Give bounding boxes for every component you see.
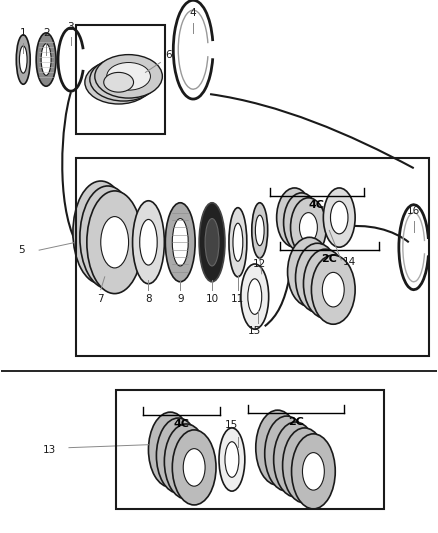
Ellipse shape [303, 453, 324, 490]
Ellipse shape [156, 418, 200, 493]
Ellipse shape [19, 46, 27, 73]
Ellipse shape [307, 261, 328, 295]
Ellipse shape [277, 188, 312, 247]
Ellipse shape [165, 203, 195, 282]
Ellipse shape [36, 33, 56, 86]
Ellipse shape [241, 264, 268, 329]
Ellipse shape [95, 54, 162, 98]
Ellipse shape [311, 255, 355, 324]
Ellipse shape [175, 443, 197, 480]
Ellipse shape [104, 72, 134, 92]
Text: 8: 8 [145, 294, 152, 304]
Ellipse shape [285, 441, 307, 478]
Ellipse shape [199, 203, 225, 282]
Text: 2C: 2C [288, 417, 304, 427]
Text: 13: 13 [42, 445, 56, 455]
Text: 15: 15 [225, 420, 239, 430]
Ellipse shape [293, 447, 315, 484]
Ellipse shape [102, 66, 145, 93]
Ellipse shape [16, 35, 30, 84]
Text: 7: 7 [97, 294, 104, 304]
Ellipse shape [293, 208, 311, 237]
Text: 2C: 2C [321, 254, 337, 264]
Ellipse shape [288, 237, 331, 306]
Text: 10: 10 [205, 294, 219, 304]
Text: 15: 15 [248, 326, 261, 336]
Ellipse shape [283, 428, 326, 503]
Ellipse shape [90, 58, 157, 101]
Ellipse shape [41, 44, 51, 75]
Bar [116, 390, 384, 509]
Ellipse shape [94, 212, 122, 263]
Ellipse shape [73, 181, 129, 284]
Ellipse shape [172, 219, 188, 266]
Ellipse shape [164, 424, 208, 499]
Ellipse shape [87, 191, 142, 294]
Ellipse shape [331, 201, 348, 234]
Ellipse shape [248, 279, 262, 314]
Ellipse shape [80, 186, 135, 289]
Ellipse shape [274, 422, 318, 497]
Ellipse shape [97, 68, 141, 96]
Ellipse shape [219, 428, 245, 491]
Ellipse shape [323, 188, 355, 247]
Ellipse shape [267, 429, 289, 466]
Text: 3: 3 [67, 22, 74, 32]
Text: 1: 1 [20, 28, 27, 38]
Text: 16: 16 [407, 206, 420, 216]
Ellipse shape [296, 243, 339, 312]
Ellipse shape [304, 249, 347, 318]
Text: 4C: 4C [309, 200, 325, 210]
Ellipse shape [205, 219, 219, 266]
Ellipse shape [233, 223, 243, 261]
Ellipse shape [255, 215, 264, 246]
Ellipse shape [183, 449, 205, 486]
Text: 14: 14 [343, 257, 356, 267]
Text: 11: 11 [231, 294, 244, 304]
Ellipse shape [229, 208, 247, 277]
Ellipse shape [167, 437, 189, 474]
Ellipse shape [85, 61, 152, 104]
Ellipse shape [286, 203, 304, 232]
Ellipse shape [252, 203, 268, 258]
Ellipse shape [172, 430, 216, 505]
Ellipse shape [298, 255, 320, 289]
Ellipse shape [133, 201, 164, 284]
Bar [76, 25, 165, 134]
Ellipse shape [140, 220, 157, 265]
Ellipse shape [148, 412, 192, 487]
Ellipse shape [107, 62, 150, 90]
Ellipse shape [276, 435, 297, 472]
Ellipse shape [159, 431, 181, 469]
Ellipse shape [101, 216, 129, 268]
Ellipse shape [87, 207, 115, 258]
Ellipse shape [292, 434, 335, 509]
Ellipse shape [290, 198, 326, 257]
Ellipse shape [265, 416, 308, 491]
Text: 2: 2 [43, 28, 49, 38]
Ellipse shape [283, 193, 319, 252]
Text: 12: 12 [253, 259, 266, 269]
Text: 4C: 4C [174, 419, 190, 429]
Ellipse shape [225, 442, 239, 477]
Text: 6: 6 [165, 50, 172, 60]
Ellipse shape [322, 272, 344, 307]
Ellipse shape [300, 213, 318, 243]
Bar [76, 158, 429, 356]
Text: 4: 4 [190, 8, 197, 18]
Text: 5: 5 [18, 245, 25, 255]
Ellipse shape [314, 266, 336, 301]
Text: 9: 9 [177, 294, 184, 304]
Ellipse shape [256, 410, 300, 485]
